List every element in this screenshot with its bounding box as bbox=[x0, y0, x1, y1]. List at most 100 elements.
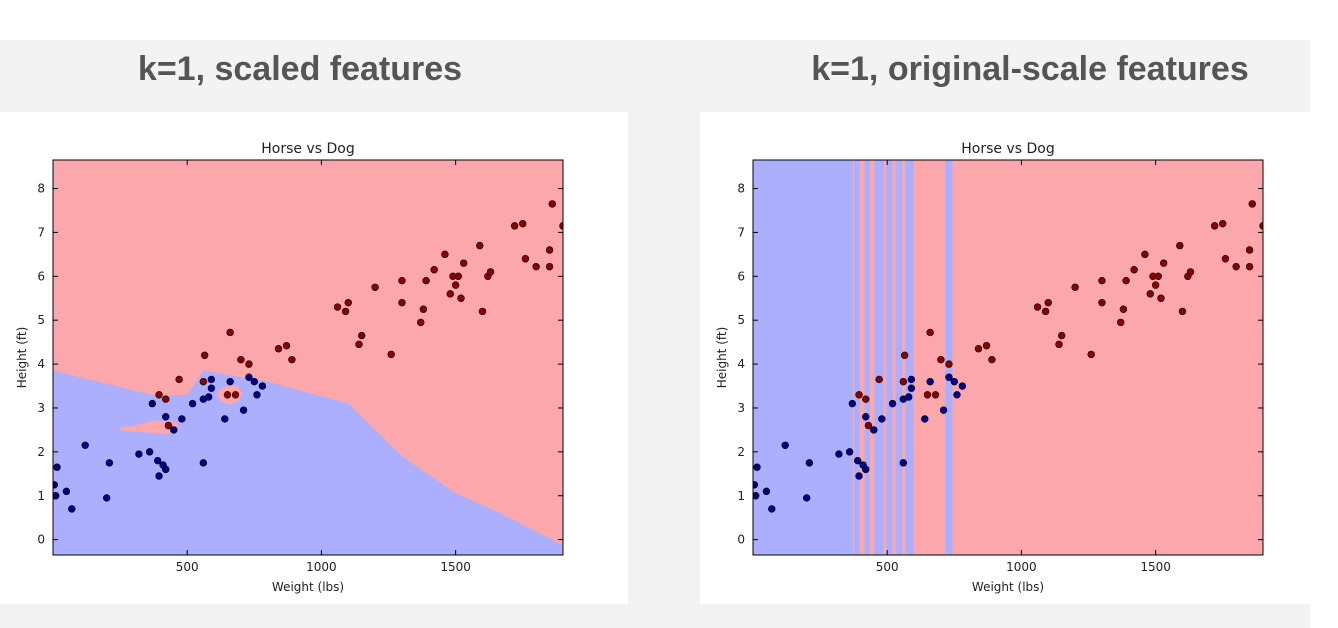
horse-point bbox=[231, 391, 240, 399]
dog-point bbox=[848, 399, 857, 408]
y-tick-label: 0 bbox=[737, 533, 745, 547]
dog-point bbox=[781, 441, 789, 449]
plot-frame bbox=[752, 159, 1264, 556]
dog-point bbox=[899, 459, 908, 467]
horse-point bbox=[1141, 250, 1149, 259]
horse-point bbox=[937, 355, 945, 364]
y-tick-label: 5 bbox=[737, 313, 745, 327]
horse-point bbox=[237, 355, 245, 364]
dog-point bbox=[958, 382, 967, 390]
horse-point bbox=[545, 262, 554, 271]
chart-title: Horse vs Dog bbox=[261, 141, 354, 157]
y-axis-label: Height (ft) bbox=[715, 327, 729, 389]
data-points bbox=[753, 200, 1263, 513]
horse-point bbox=[478, 307, 487, 316]
horse-point bbox=[357, 331, 366, 340]
horse-point bbox=[982, 341, 991, 350]
horse-point bbox=[430, 266, 438, 274]
dog-point bbox=[835, 450, 843, 458]
horse-point bbox=[398, 298, 406, 307]
horse-point bbox=[1071, 283, 1079, 291]
dog-point bbox=[853, 456, 862, 465]
horse-point bbox=[1176, 241, 1184, 250]
horse-point bbox=[288, 355, 296, 364]
horse-point bbox=[451, 281, 460, 289]
horse-point bbox=[548, 200, 556, 208]
horse-point bbox=[862, 395, 870, 403]
horse-point bbox=[371, 283, 379, 291]
dog-point bbox=[207, 384, 216, 392]
y-tick-label: 4 bbox=[37, 357, 45, 371]
dog-point bbox=[199, 459, 208, 467]
horse-point bbox=[1033, 303, 1042, 311]
horse-point bbox=[1098, 298, 1106, 307]
horse-point bbox=[926, 328, 934, 337]
horse-point bbox=[900, 351, 909, 360]
right-panel-heading: k=1, original-scale features bbox=[811, 50, 1249, 88]
dog-point bbox=[68, 505, 76, 513]
horse-point bbox=[1055, 340, 1063, 349]
horse-point bbox=[1219, 219, 1227, 228]
data-points bbox=[53, 200, 563, 513]
x-axis-label: Weight (lbs) bbox=[272, 580, 344, 594]
dog-point bbox=[939, 406, 948, 414]
dog-point bbox=[226, 377, 234, 386]
left-plot-card: 500 1000 1500 0 1 2 3 4 5 6 7 8 Horse vs Dog Weight (… bbox=[0, 112, 628, 604]
x-tick-label: 1500 bbox=[440, 560, 471, 574]
dog-point bbox=[162, 465, 170, 474]
x-tick-label: 1000 bbox=[1006, 560, 1037, 574]
horse-point bbox=[398, 276, 406, 285]
dog-point bbox=[907, 375, 916, 384]
dog-point bbox=[768, 505, 776, 513]
x-tick-label: 500 bbox=[176, 560, 199, 574]
horse-point bbox=[457, 294, 465, 302]
horse-point bbox=[341, 307, 350, 316]
horse-point bbox=[974, 345, 983, 353]
horse-point bbox=[417, 318, 425, 327]
y-tick-label: 3 bbox=[37, 401, 45, 415]
horse-point bbox=[510, 222, 519, 230]
dog-point bbox=[102, 494, 111, 502]
dog-point bbox=[762, 487, 771, 496]
horse-point bbox=[1087, 350, 1095, 359]
horse-point bbox=[1057, 331, 1066, 340]
horse-point bbox=[1159, 259, 1168, 267]
horse-point bbox=[864, 421, 873, 430]
horse-point bbox=[245, 360, 253, 368]
horse-point bbox=[1146, 290, 1154, 298]
horse-point bbox=[532, 262, 540, 271]
x-tick-label: 500 bbox=[876, 560, 899, 574]
dog-point bbox=[170, 426, 178, 434]
horse-point bbox=[855, 391, 863, 399]
horse-point bbox=[1119, 305, 1128, 313]
horse-point bbox=[441, 250, 449, 259]
original-scale-features-chart: 500 1000 1500 0 1 2 3 4 5 6 7 8 Horse vs Dog Weight (… bbox=[715, 141, 1264, 594]
plot-frame bbox=[52, 159, 564, 556]
horse-point bbox=[1210, 222, 1219, 230]
horse-point bbox=[344, 298, 352, 307]
dog-band-7 bbox=[945, 160, 953, 555]
horse-point bbox=[155, 391, 163, 399]
y-tick-label: 3 bbox=[737, 401, 745, 415]
dog-point bbox=[253, 391, 261, 399]
y-tick-label: 7 bbox=[737, 225, 745, 239]
dog-point bbox=[81, 441, 89, 449]
top-strip bbox=[0, 0, 1338, 40]
y-tick-label: 6 bbox=[37, 269, 45, 283]
horse-point bbox=[1157, 294, 1165, 302]
dog-point bbox=[862, 413, 870, 421]
decision-regions bbox=[753, 160, 1263, 555]
dog-point bbox=[802, 494, 811, 502]
y-tick-label: 5 bbox=[37, 313, 45, 327]
dog-point bbox=[62, 487, 71, 496]
horse-point bbox=[1122, 276, 1130, 285]
dog-point bbox=[105, 459, 114, 467]
dog-band-6 bbox=[905, 160, 914, 555]
horse-point bbox=[419, 305, 428, 313]
y-tick-label: 2 bbox=[737, 445, 745, 459]
dog-point bbox=[207, 375, 216, 384]
horse-point bbox=[519, 219, 527, 228]
dog-point bbox=[258, 382, 267, 390]
horse-point bbox=[486, 268, 495, 276]
dog-band-2 bbox=[864, 160, 870, 555]
